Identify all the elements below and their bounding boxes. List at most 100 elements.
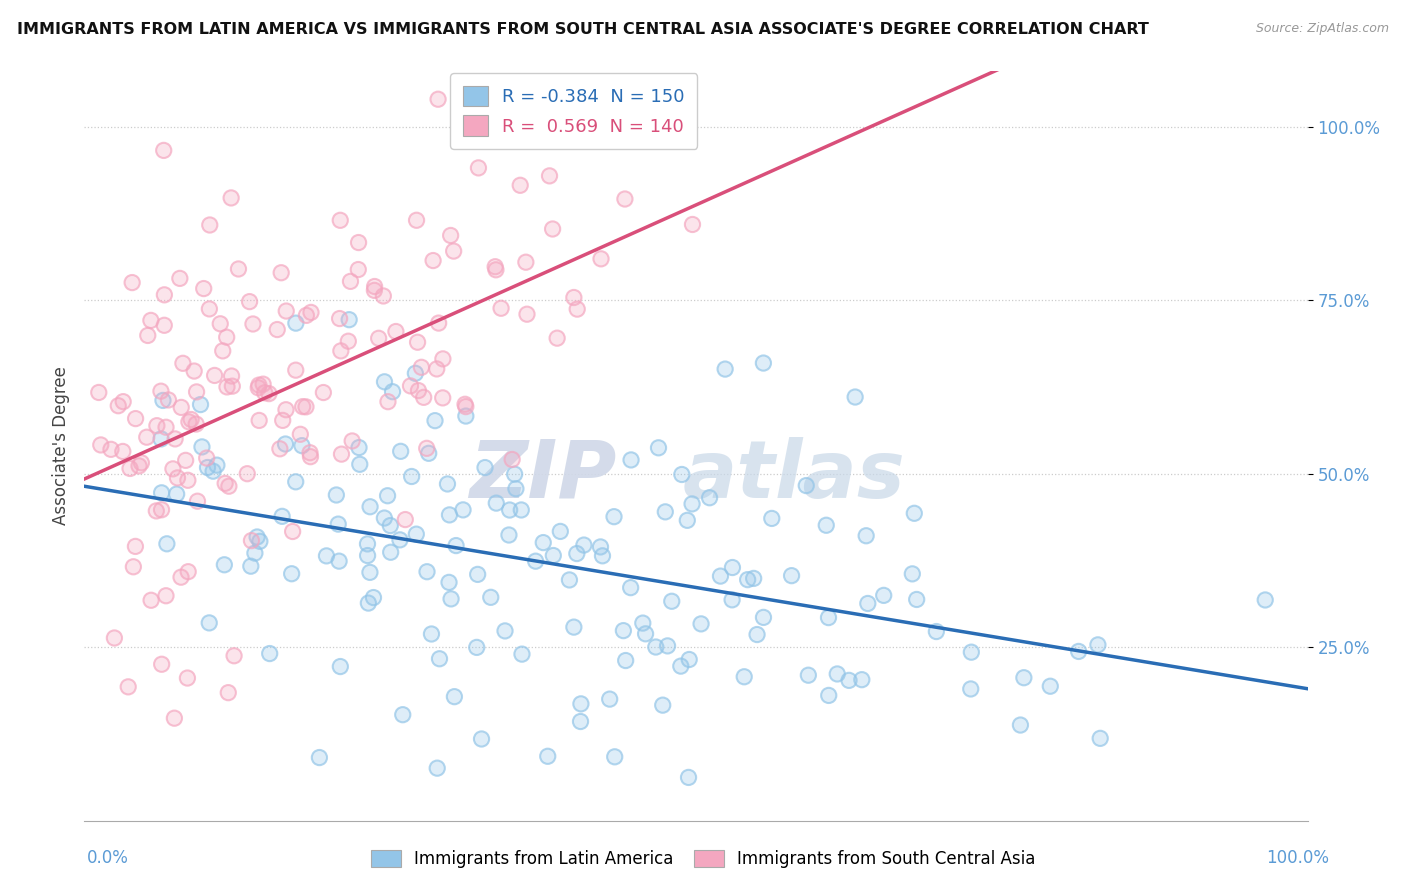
Point <box>443 244 465 259</box>
Point <box>470 731 492 746</box>
Point <box>620 453 643 467</box>
Point <box>671 467 693 482</box>
Point <box>903 506 925 520</box>
Point <box>347 235 370 250</box>
Point <box>222 648 245 663</box>
Point <box>284 475 307 489</box>
Point <box>295 400 318 414</box>
Point <box>139 313 162 327</box>
Point <box>752 610 775 624</box>
Point <box>253 385 276 400</box>
Point <box>599 692 621 706</box>
Point <box>257 386 280 401</box>
Point <box>901 566 924 581</box>
Point <box>794 478 817 492</box>
Point <box>363 591 385 605</box>
Point <box>709 569 731 583</box>
Point <box>162 462 184 476</box>
Text: 0.0%: 0.0% <box>87 849 129 867</box>
Point <box>485 262 508 277</box>
Point <box>541 222 564 236</box>
Point <box>485 262 508 277</box>
Point <box>485 496 508 510</box>
Point <box>406 335 429 350</box>
Point <box>117 680 139 694</box>
Point <box>761 511 783 525</box>
Point <box>373 511 395 525</box>
Point <box>155 589 177 603</box>
Point <box>291 439 314 453</box>
Point <box>328 554 350 568</box>
Point <box>612 624 634 638</box>
Point <box>661 594 683 608</box>
Point <box>247 378 270 392</box>
Point <box>197 460 219 475</box>
Point <box>169 271 191 285</box>
Point <box>177 415 200 429</box>
Point <box>1010 718 1032 732</box>
Text: ZIP: ZIP <box>470 437 616 515</box>
Point <box>218 479 240 493</box>
Point <box>186 417 208 431</box>
Point <box>298 446 321 460</box>
Point <box>153 318 176 333</box>
Point <box>498 528 520 542</box>
Point <box>465 640 488 655</box>
Point <box>284 363 307 377</box>
Point <box>280 566 302 581</box>
Point <box>162 462 184 476</box>
Point <box>381 384 404 399</box>
Point <box>337 312 360 326</box>
Point <box>817 689 839 703</box>
Point <box>347 441 370 455</box>
Point <box>752 356 775 370</box>
Point <box>531 535 554 549</box>
Point <box>330 447 353 461</box>
Point <box>128 458 150 473</box>
Point <box>654 505 676 519</box>
Point <box>337 334 360 349</box>
Point <box>405 213 427 227</box>
Point <box>247 381 270 395</box>
Point <box>163 711 186 725</box>
Point <box>761 511 783 525</box>
Point <box>295 309 318 323</box>
Point <box>494 624 516 638</box>
Point <box>166 471 188 485</box>
Point <box>510 647 533 661</box>
Point <box>399 379 422 393</box>
Point <box>855 529 877 543</box>
Point <box>257 386 280 401</box>
Point <box>363 279 385 293</box>
Point <box>211 343 233 358</box>
Point <box>498 528 520 542</box>
Point <box>247 381 270 395</box>
Point <box>443 244 465 259</box>
Point <box>589 540 612 554</box>
Point <box>215 380 238 394</box>
Point <box>404 367 426 381</box>
Point <box>87 385 110 400</box>
Point <box>150 485 173 500</box>
Point <box>170 570 193 584</box>
Point <box>186 417 208 431</box>
Text: Source: ZipAtlas.com: Source: ZipAtlas.com <box>1256 22 1389 36</box>
Point <box>620 581 643 595</box>
Point <box>546 331 568 345</box>
Point <box>960 645 983 659</box>
Point <box>239 294 262 309</box>
Point <box>903 506 925 520</box>
Point <box>572 538 595 552</box>
Point <box>103 631 125 645</box>
Point <box>356 549 378 563</box>
Point <box>418 446 440 460</box>
Point <box>236 467 259 481</box>
Point <box>484 260 506 274</box>
Point <box>276 304 298 318</box>
Point <box>312 385 335 400</box>
Point <box>412 390 434 404</box>
Point <box>537 749 560 764</box>
Point <box>329 343 352 358</box>
Point <box>634 627 657 641</box>
Point <box>155 420 177 434</box>
